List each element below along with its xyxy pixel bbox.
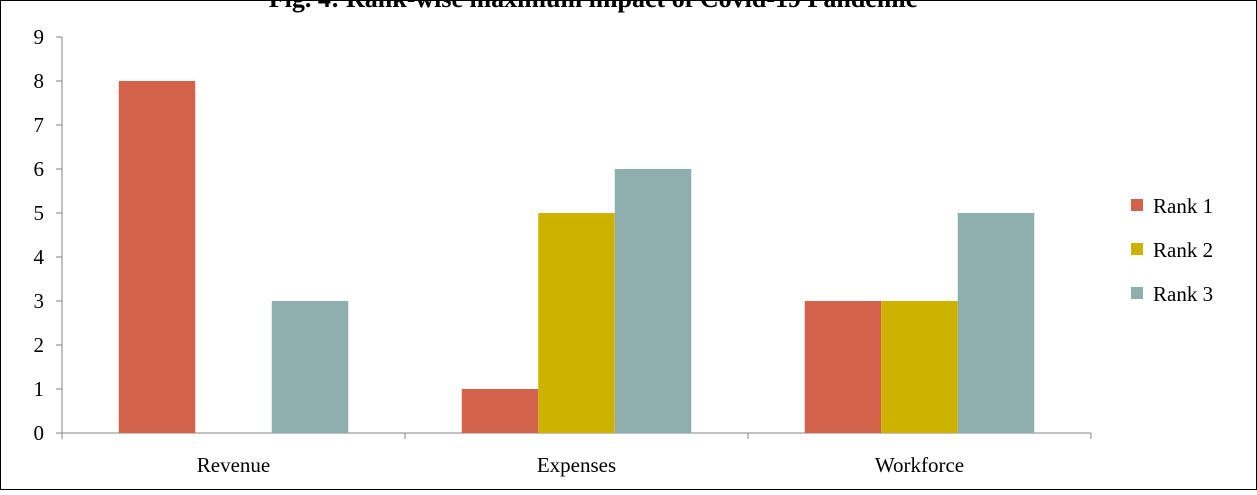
y-tick-label: 0 xyxy=(34,421,45,445)
y-tick-label: 6 xyxy=(34,157,45,181)
bars-layer xyxy=(118,81,1035,433)
y-tick-label: 8 xyxy=(34,69,45,93)
legend-swatch xyxy=(1131,243,1143,255)
legend-swatch xyxy=(1131,287,1143,299)
legend-swatch xyxy=(1131,199,1143,211)
bar xyxy=(614,169,692,433)
y-tick-label: 9 xyxy=(34,25,45,49)
bar xyxy=(804,301,882,433)
legend-label: Rank 2 xyxy=(1153,238,1213,262)
y-tick-label: 7 xyxy=(34,113,45,137)
y-tick-label: 1 xyxy=(34,377,45,401)
y-tick-label: 3 xyxy=(34,289,45,313)
bar xyxy=(957,213,1035,433)
y-tick-label: 5 xyxy=(34,201,45,225)
bar xyxy=(538,213,615,433)
bar xyxy=(118,81,196,433)
legend-label: Rank 3 xyxy=(1153,282,1213,306)
x-category-label: Expenses xyxy=(537,453,616,477)
y-tick-label: 2 xyxy=(34,333,45,357)
legend-label: Rank 1 xyxy=(1153,194,1213,218)
legend: Rank 1 Rank 2 Rank 3 xyxy=(1131,194,1213,306)
bar xyxy=(271,301,349,433)
bar xyxy=(881,301,958,433)
y-tick-label: 4 xyxy=(34,245,45,269)
x-category-label: Workforce xyxy=(875,453,964,477)
x-category-label: Revenue xyxy=(197,453,270,477)
axes-layer: 0 1 2 3 4 5 6 7 8 9 Revenue Expenses Workforce xyxy=(34,25,1092,477)
chart-title: Fig. 4: Rank-wise maximum impact of Covi… xyxy=(269,0,918,13)
bar xyxy=(461,389,539,433)
